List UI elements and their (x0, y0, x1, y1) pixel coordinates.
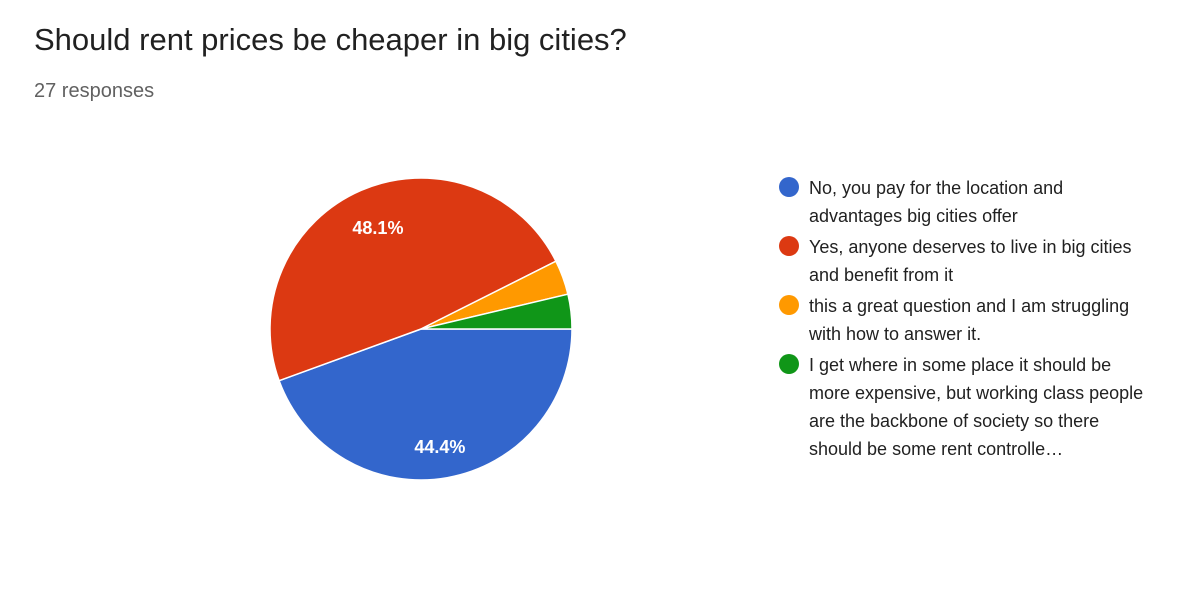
pie-slice (278, 328, 573, 481)
legend-label: No, you pay for the location and advanta… (809, 178, 1064, 226)
legend-label: Yes, anyone deserves to live in big citi… (809, 237, 1132, 285)
slice-label: 44.4% (414, 437, 465, 457)
legend-label: I get where in some place it should be m… (809, 355, 1144, 459)
legend-marker (779, 177, 799, 197)
pie-slice (420, 293, 573, 330)
legend-label: this a great question and I am strugglin… (809, 296, 1130, 344)
legend-marker (779, 295, 799, 315)
legend-marker (779, 354, 799, 374)
slice-label: 48.1% (352, 218, 403, 238)
legend-marker (779, 236, 799, 256)
chart-title: Should rent prices be cheaper in big cit… (34, 22, 627, 57)
pie-slice (269, 177, 557, 382)
chart-subtitle: 27 responses (34, 80, 155, 102)
